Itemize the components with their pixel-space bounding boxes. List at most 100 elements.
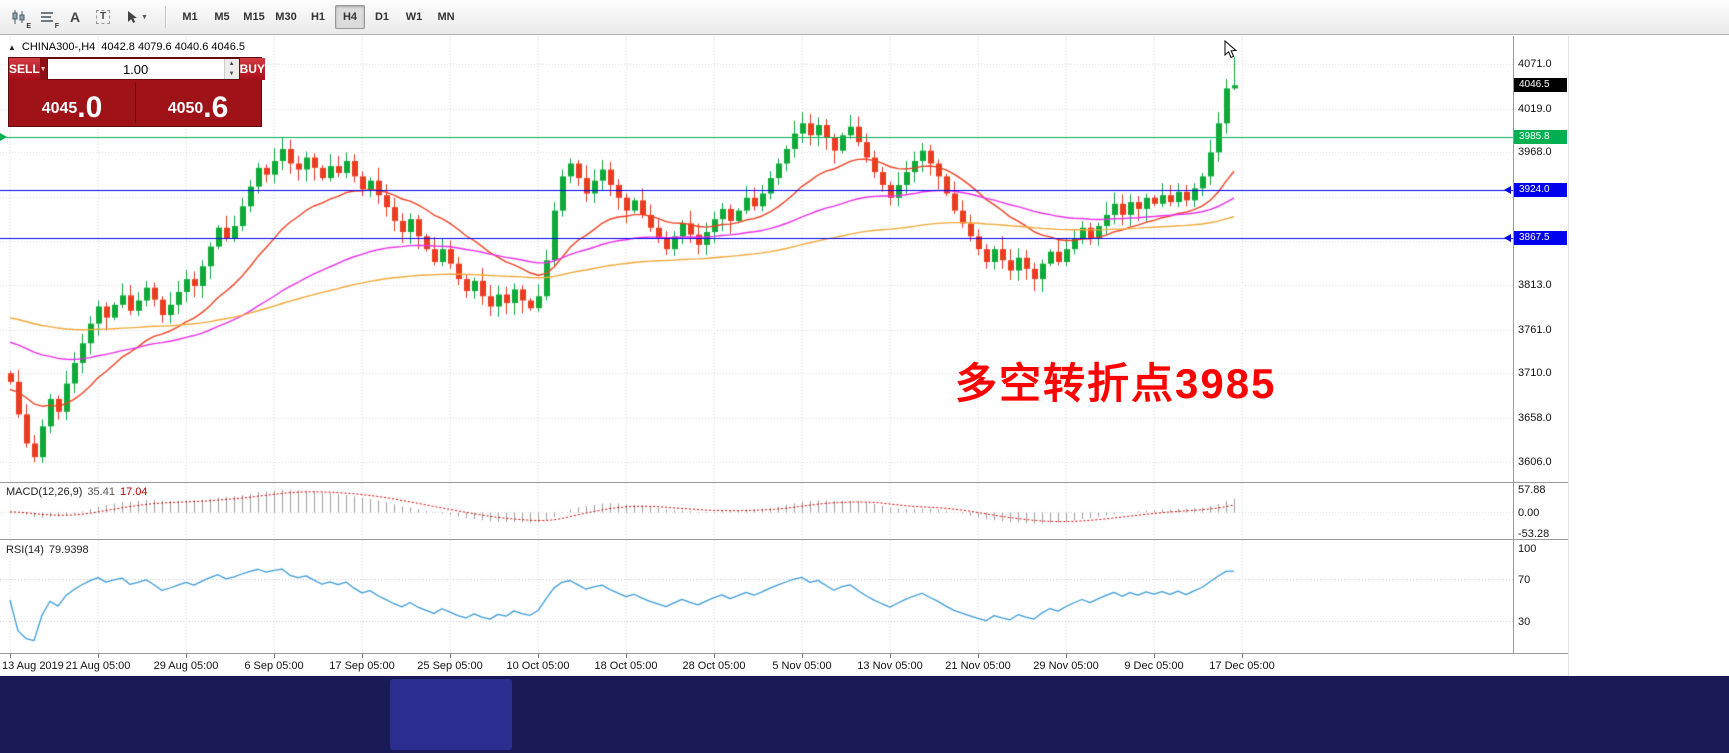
price-axis-label: 4071.0 <box>1518 58 1552 71</box>
tf-button-h1[interactable]: H1 <box>303 5 333 29</box>
date-axis-label: 13 Nov 05:00 <box>857 660 923 672</box>
price-axis-label: 3761.0 <box>1518 323 1552 336</box>
date-tick <box>10 654 11 658</box>
date-tick <box>714 654 715 658</box>
date-tick <box>450 654 451 658</box>
price-axis-label: 3606.0 <box>1518 456 1552 469</box>
macd-value-signal: 17.04 <box>119 486 148 498</box>
ask-pip-digits: .6 <box>203 90 229 124</box>
price-axis-label: 3710.0 <box>1518 367 1552 380</box>
date-axis-label: 29 Aug 05:00 <box>153 660 219 672</box>
taskbar-active-item[interactable] <box>390 679 512 750</box>
rsi-name: RSI(14) <box>6 544 44 556</box>
date-axis-label: 5 Nov 05:00 <box>772 660 832 672</box>
mouse-cursor <box>1224 40 1238 59</box>
date-tick <box>1242 654 1243 658</box>
date-tick <box>802 654 803 658</box>
volume-up-button[interactable]: ▲ <box>224 59 239 69</box>
hline-left-arrow-icon <box>0 133 7 142</box>
macd-indicator-canvas[interactable] <box>0 483 1513 539</box>
panel-separator[interactable] <box>0 539 1568 540</box>
bid-price[interactable]: 4045 .0 <box>9 80 135 126</box>
date-tick <box>978 654 979 658</box>
letter-t-glyph: T <box>95 10 111 24</box>
date-tick <box>1066 654 1067 658</box>
candlestick-chart-icon[interactable]: E <box>6 4 32 30</box>
chart-symbol-icon: ▲ <box>8 42 16 52</box>
tf-button-mn[interactable]: MN <box>431 5 461 29</box>
macd-axis-label: 0.00 <box>1518 506 1540 519</box>
date-tick <box>1154 654 1155 658</box>
date-axis: 13 Aug 2019 21 Aug 05:00 29 Aug 05:00 6 Sep… <box>0 654 1568 676</box>
rsi-indicator-canvas[interactable] <box>0 540 1513 653</box>
panel-separator <box>0 653 1568 654</box>
date-axis-label: 25 Sep 05:00 <box>417 660 483 672</box>
icon-sub-label: E <box>26 23 31 30</box>
chart-annotation-text: 多空转折点3985 <box>955 360 1277 407</box>
date-tick <box>538 654 539 658</box>
volume-down-button[interactable]: ▼ <box>224 69 239 79</box>
price-divider <box>135 83 136 123</box>
hline-blue-upper-price-tag[interactable]: 3924.0 <box>1514 183 1567 198</box>
pointer-glyph-icon <box>128 11 138 23</box>
chart-header: ▲ CHINA300-,H4 4042.8 4079.6 4040.6 4046… <box>8 41 245 53</box>
buy-button[interactable]: BUY <box>239 58 265 80</box>
ask-main-digits: 4050 <box>167 100 204 117</box>
ask-price[interactable]: 4050 .6 <box>135 80 261 126</box>
price-axis-label: 3813.0 <box>1518 279 1552 292</box>
letter-a-glyph: A <box>69 9 81 25</box>
date-axis-label: 28 Oct 05:00 <box>682 660 746 672</box>
tf-button-d1[interactable]: D1 <box>367 5 397 29</box>
sell-button[interactable]: SELL <box>9 58 40 80</box>
tf-button-m5[interactable]: M5 <box>207 5 237 29</box>
date-axis-label: 6 Sep 05:00 <box>244 660 304 672</box>
symbol-period-label: CHINA300-,H4 <box>21 41 96 53</box>
rsi-axis-label: 100 <box>1518 543 1537 555</box>
date-tick <box>626 654 627 658</box>
sell-dropdown-caret-icon[interactable]: ▼ <box>39 58 47 80</box>
date-axis-label: 9 Dec 05:00 <box>1124 660 1184 672</box>
date-tick <box>274 654 275 658</box>
hline-right-arrow-icon <box>1504 234 1511 243</box>
tf-button-w1[interactable]: W1 <box>399 5 429 29</box>
volume-field: ▲ ▼ <box>46 58 240 80</box>
date-tick <box>890 654 891 658</box>
date-axis-label: 17 Dec 05:00 <box>1209 660 1275 672</box>
date-axis-label: 17 Sep 05:00 <box>329 660 395 672</box>
macd-axis-label: 57.88 <box>1518 484 1546 496</box>
tf-button-m15[interactable]: M15 <box>239 5 269 29</box>
macd-axis-label: -53.28 <box>1518 528 1550 540</box>
price-axis-label: 4019.0 <box>1518 102 1552 115</box>
icon-sub-label: F <box>54 23 59 30</box>
ohlc-values: 4042.8 4079.6 4040.6 4046.5 <box>101 41 246 53</box>
date-axis-label: 21 Aug 05:00 <box>65 660 131 672</box>
date-axis-label: 21 Nov 05:00 <box>945 660 1011 672</box>
macd-name: MACD(12,26,9) <box>6 486 83 498</box>
rsi-label: RSI(14) 79.9398 <box>6 544 89 556</box>
one-click-trading-panel: SELL ▼ ▲ ▼ BUY 4045 .0 4050 .6 <box>8 57 265 127</box>
tf-button-h4[interactable]: H4 <box>335 5 365 29</box>
rsi-axis-label: 30 <box>1518 615 1531 628</box>
price-axis-label: 3658.0 <box>1518 411 1552 424</box>
label-a-icon[interactable]: A <box>62 4 88 30</box>
bid-main-digits: 4045 <box>41 100 78 117</box>
rsi-value: 79.9398 <box>48 544 89 556</box>
bottom-window-strip <box>0 676 1729 753</box>
macd-value-main: 35.41 <box>87 486 115 498</box>
text-box-icon[interactable]: T <box>90 4 116 30</box>
tf-button-m1[interactable]: M1 <box>175 5 205 29</box>
crosshair-pointer-icon[interactable]: ▼ <box>118 4 156 30</box>
line-studies-icon[interactable]: F <box>34 4 60 30</box>
hline-right-arrow-icon <box>1504 186 1511 195</box>
tf-button-m30[interactable]: M30 <box>271 5 301 29</box>
hline-green-price-tag[interactable]: 3985.8 <box>1514 130 1567 145</box>
lines-glyph-icon <box>41 12 53 22</box>
window-right-border <box>1568 36 1569 676</box>
date-axis-label: 18 Oct 05:00 <box>594 660 658 672</box>
date-tick <box>186 654 187 658</box>
date-axis-label: 29 Nov 05:00 <box>1033 660 1099 672</box>
panel-separator[interactable] <box>0 482 1568 483</box>
toolbar: E F A T ▼ M1 M5 M15 M30 H1 H4 D1 W1 MN <box>0 0 1729 35</box>
volume-input[interactable] <box>47 59 224 79</box>
hline-blue-lower-price-tag[interactable]: 3867.5 <box>1514 231 1567 246</box>
